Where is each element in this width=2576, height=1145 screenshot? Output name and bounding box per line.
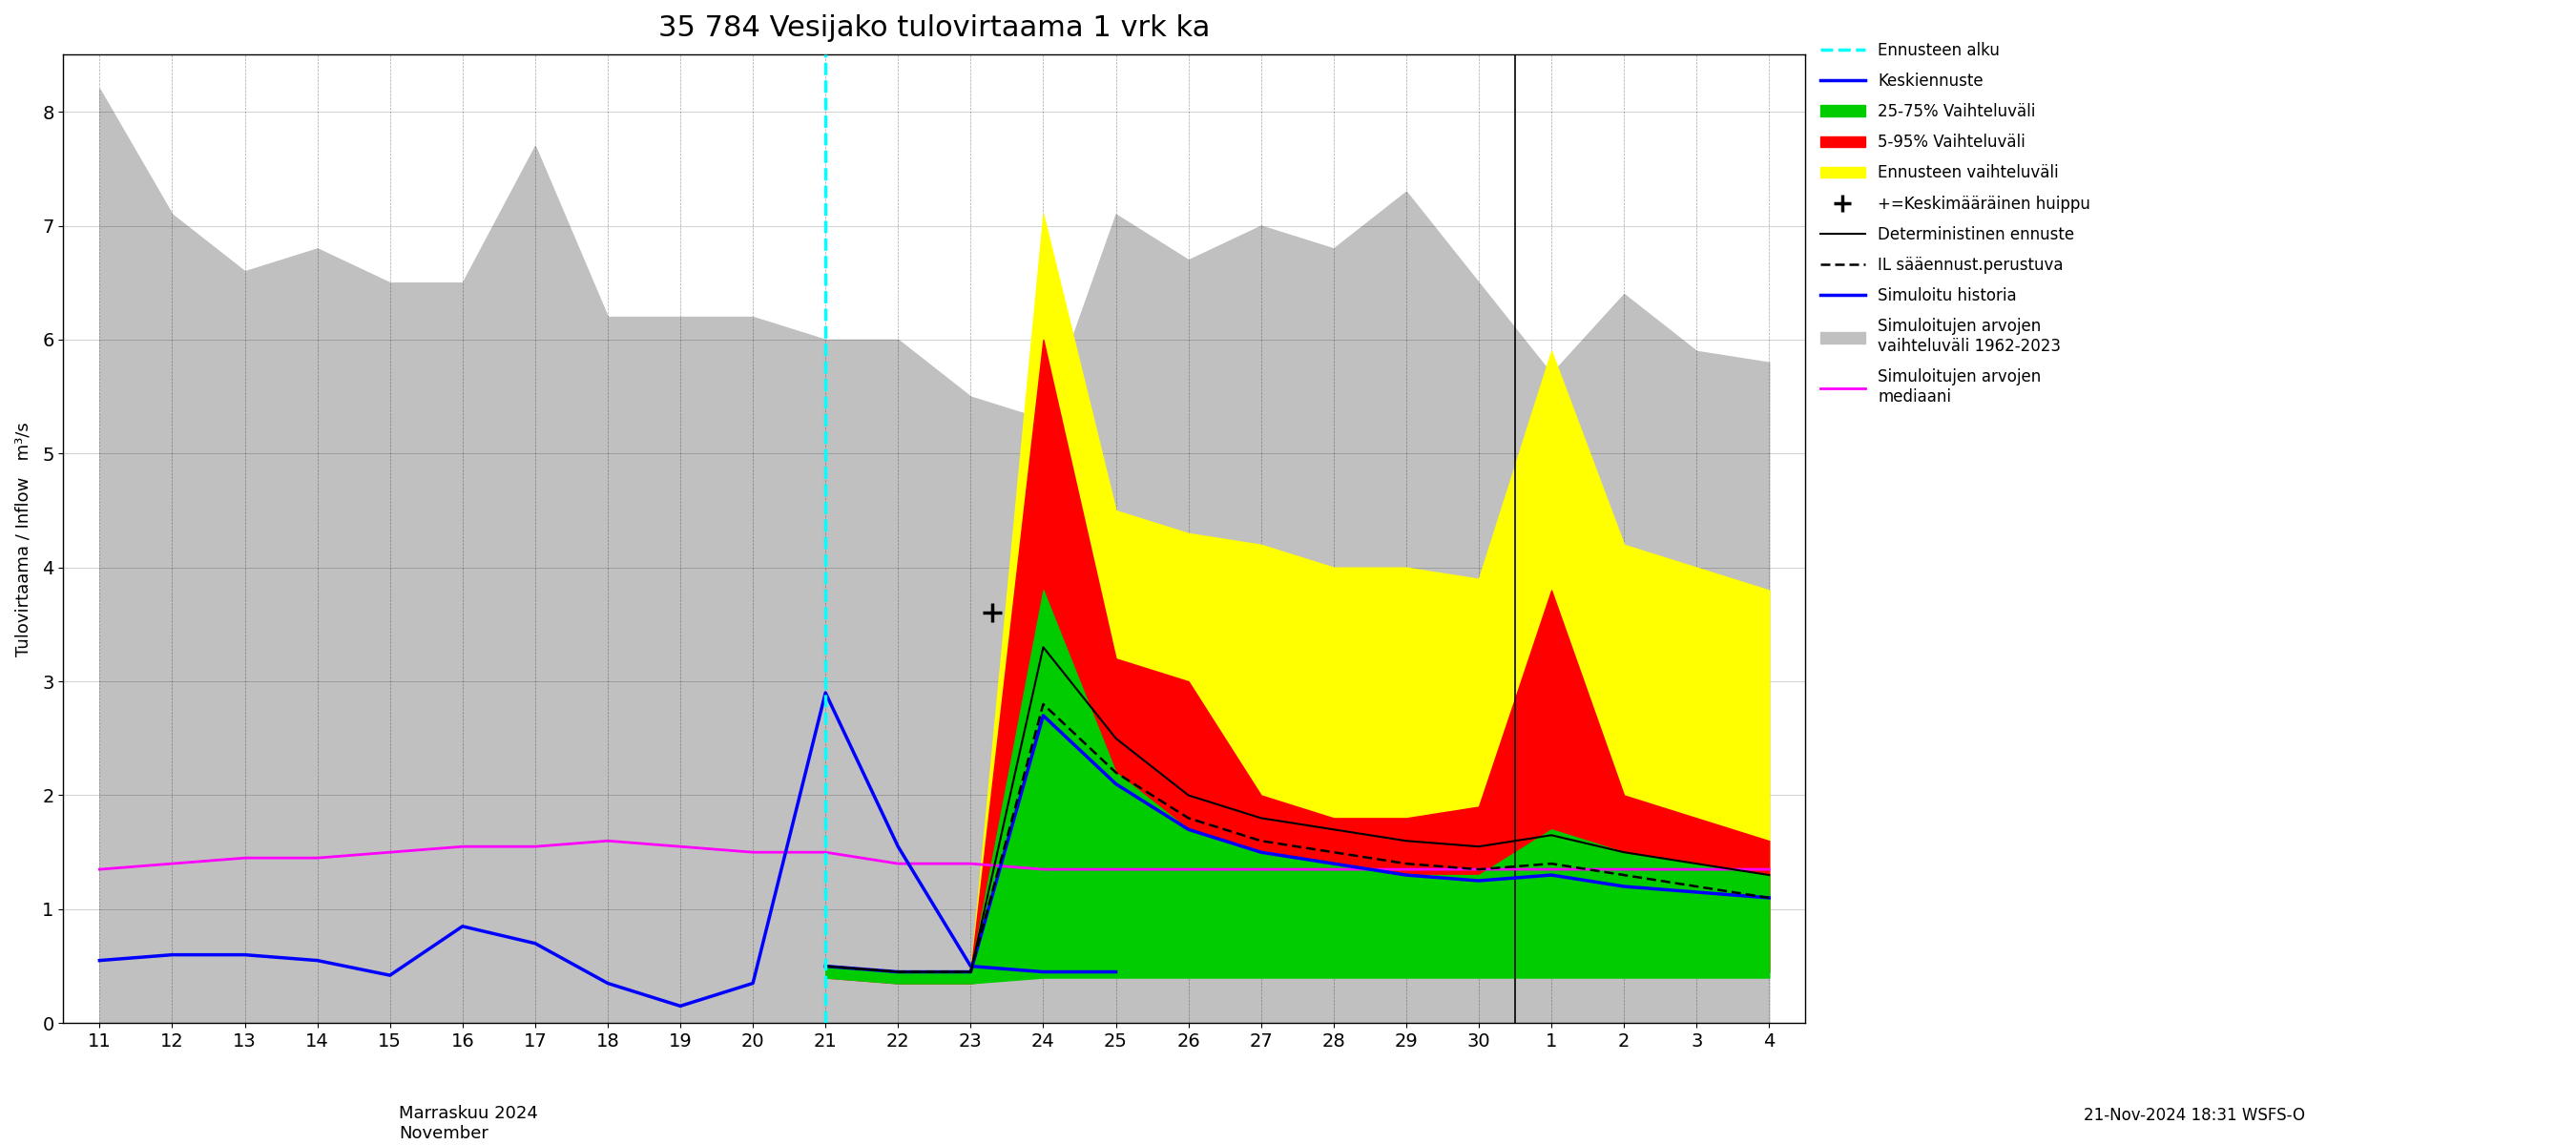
Text: 21-Nov-2024 18:31 WSFS-O: 21-Nov-2024 18:31 WSFS-O bbox=[2084, 1106, 2306, 1123]
Text: Marraskuu 2024
November: Marraskuu 2024 November bbox=[399, 1105, 538, 1142]
Legend: Ennusteen alku, Keskiennuste, 25-75% Vaihteluväli, 5-95% Vaihteluväli, Ennusteen: Ennusteen alku, Keskiennuste, 25-75% Vai… bbox=[1814, 35, 2097, 412]
Title: 35 784 Vesijako tulovirtaama 1 vrk ka: 35 784 Vesijako tulovirtaama 1 vrk ka bbox=[659, 14, 1211, 42]
Y-axis label: Tulovirtaama / Inflow   m³/s: Tulovirtaama / Inflow m³/s bbox=[15, 421, 31, 656]
